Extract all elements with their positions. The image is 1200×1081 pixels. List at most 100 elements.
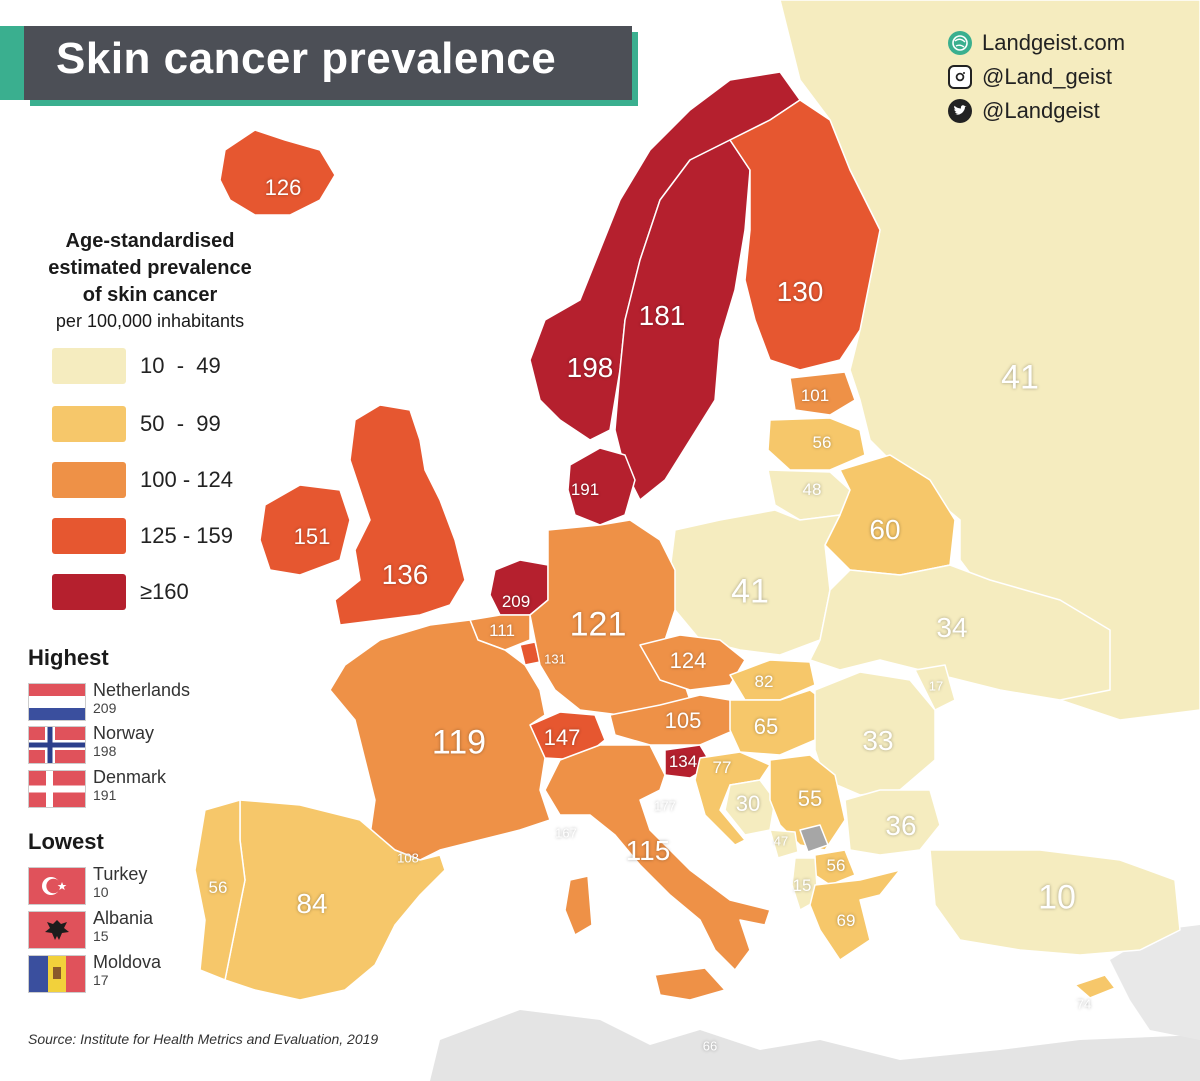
rank-country-value: 191 xyxy=(93,787,117,803)
legend-label: ≥160 xyxy=(140,579,189,604)
social-instagram-text: @Land_geist xyxy=(982,64,1112,89)
value-label-lithuania: 48 xyxy=(802,480,822,499)
value-label-andorra: 108 xyxy=(397,850,419,866)
value-label-belarus: 60 xyxy=(869,514,901,545)
value-label-denmark: 191 xyxy=(570,480,600,499)
value-label-norway: 198 xyxy=(566,352,614,383)
value-label-romania: 33 xyxy=(862,725,894,756)
legend-class-5: ≥160 xyxy=(52,574,189,610)
value-label-poland: 41 xyxy=(731,572,769,611)
value-label-switzerland: 147 xyxy=(543,725,581,750)
value-label-belgium: 111 xyxy=(489,621,515,640)
value-label-north-macedonia: 56 xyxy=(826,856,846,875)
legend-class-1: 10 - 49 xyxy=(52,348,221,384)
value-label-france: 119 xyxy=(431,723,487,762)
value-label-montenegro: 47 xyxy=(773,833,789,849)
iceland-shape xyxy=(219,129,336,216)
legend-title-line3: of skin cancer xyxy=(82,284,218,306)
sardinia-shape xyxy=(564,875,593,936)
turkey-flag-icon xyxy=(28,867,86,905)
value-label-latvia: 56 xyxy=(812,433,832,452)
instagram-icon xyxy=(948,65,972,89)
denmark-shape xyxy=(567,447,636,526)
social-twitter[interactable]: @Landgeist xyxy=(948,94,1125,128)
value-label-germany: 121 xyxy=(569,605,627,644)
title-box: Skin cancer prevalence xyxy=(24,26,632,100)
denmark-flag-icon xyxy=(28,770,86,808)
title-accent-bar xyxy=(0,26,24,100)
value-label-uk: 136 xyxy=(381,559,429,590)
albania-flag-icon xyxy=(28,911,86,949)
legend-swatch xyxy=(52,462,126,498)
legend-swatch xyxy=(52,406,126,442)
social-twitter-text: @Landgeist xyxy=(982,98,1100,123)
value-label-turkey: 10 xyxy=(1038,878,1076,917)
legend-title-line1: Age-standardised xyxy=(65,230,235,252)
rank-country-name: Albania xyxy=(93,908,154,928)
legend-subtitle: per 100,000 inhabitants xyxy=(55,311,245,331)
value-label-czechia: 124 xyxy=(669,648,707,673)
ireland-shape xyxy=(259,484,351,576)
value-label-albania: 15 xyxy=(792,876,812,895)
value-label-spain: 84 xyxy=(296,888,328,919)
legend-class-3: 100 - 124 xyxy=(52,462,233,498)
value-label-iceland: 126 xyxy=(264,175,302,200)
north-africa-land xyxy=(430,1010,1200,1081)
rank-country-name: Norway xyxy=(93,723,155,743)
legend-label: 100 - 124 xyxy=(140,467,233,492)
value-label-russia: 41 xyxy=(1001,358,1039,397)
latvia-shape xyxy=(767,417,866,471)
moldova-flag-icon xyxy=(28,955,86,993)
rank-country-name: Moldova xyxy=(93,952,162,972)
title-banner: Skin cancer prevalence xyxy=(0,26,636,106)
rank-country-name: Denmark xyxy=(93,767,167,787)
finland-shape xyxy=(729,99,881,371)
sicily-shape xyxy=(654,967,726,1001)
value-label-estonia: 101 xyxy=(800,386,830,405)
value-label-malta: 66 xyxy=(702,1038,718,1054)
ukraine-shape xyxy=(809,564,1111,701)
social-instagram[interactable]: @Land_geist xyxy=(948,60,1125,94)
value-label-austria: 105 xyxy=(664,708,702,733)
legend-label: 10 - 49 xyxy=(140,353,221,378)
legend-swatch xyxy=(52,518,126,554)
netherlands-flag-icon xyxy=(28,683,86,721)
value-label-netherlands: 209 xyxy=(501,592,531,611)
value-label-ukraine: 34 xyxy=(936,612,968,643)
value-label-slovakia: 82 xyxy=(754,672,774,691)
greece-shape xyxy=(809,869,901,961)
social-links: Landgeist.com @Land_geist @Landgeist xyxy=(948,26,1125,128)
twitter-icon xyxy=(948,99,972,123)
bulgaria-shape xyxy=(844,789,941,856)
value-label-portugal: 56 xyxy=(208,878,228,897)
value-label-finland: 130 xyxy=(776,276,824,307)
highest-heading: Highest xyxy=(28,645,109,670)
value-label-bosnia: 30 xyxy=(735,791,761,816)
turkey-shape xyxy=(929,849,1181,956)
legend-title-line2: estimated prevalence xyxy=(48,257,252,279)
value-label-luxembourg: 131 xyxy=(544,651,566,667)
value-label-slovenia: 134 xyxy=(668,752,698,771)
norway-flag-icon xyxy=(28,726,86,764)
rank-country-value: 15 xyxy=(93,928,109,944)
value-label-bulgaria: 36 xyxy=(885,810,917,841)
portugal-shape xyxy=(194,799,246,981)
kosovo-shape xyxy=(799,824,829,853)
montenegro-shape xyxy=(769,829,799,859)
rank-country-name: Netherlands xyxy=(93,680,191,700)
lowest-heading: Lowest xyxy=(28,829,104,854)
legend-swatch xyxy=(52,348,126,384)
value-label-moldova: 17 xyxy=(928,678,944,694)
social-website[interactable]: Landgeist.com xyxy=(948,26,1125,60)
value-label-monaco: 167 xyxy=(555,825,577,841)
legend-label: 50 - 99 xyxy=(140,411,221,436)
uk-shape xyxy=(334,404,466,626)
rank-country-value: 209 xyxy=(93,700,117,716)
value-label-hungary: 65 xyxy=(753,714,779,739)
middle-east-land xyxy=(1110,925,1200,1040)
serbia-shape xyxy=(769,754,846,851)
value-label-croatia: 77 xyxy=(712,758,732,777)
value-label-cyprus: 74 xyxy=(1076,996,1092,1012)
